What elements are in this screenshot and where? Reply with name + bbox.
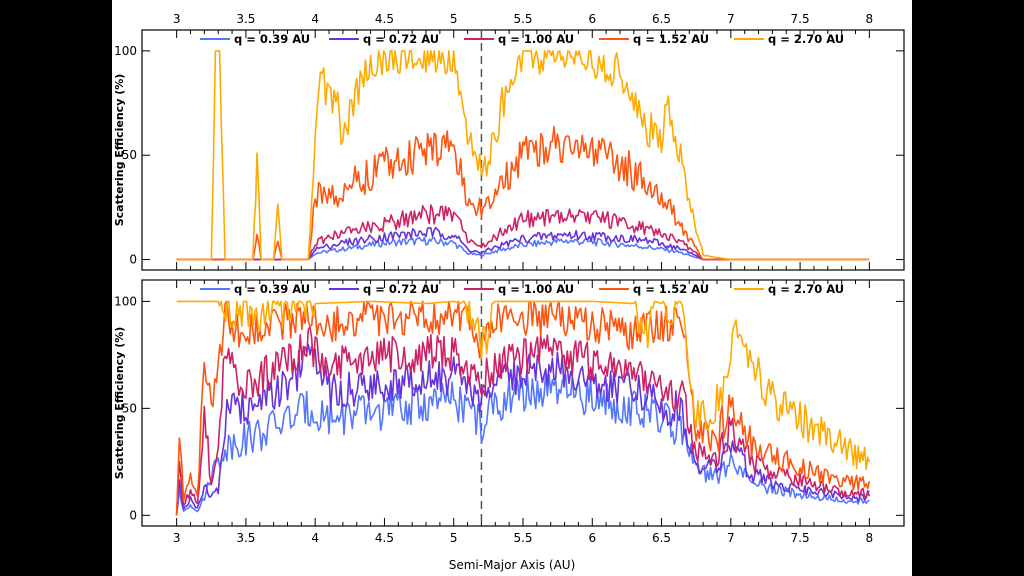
x-tick-label: 7 bbox=[727, 12, 735, 26]
x-tick-label: 4.5 bbox=[375, 12, 394, 26]
legend-entry: q = 0.72 AU bbox=[363, 282, 439, 296]
x-tick-label: 6.5 bbox=[652, 12, 671, 26]
y-tick-label: 50 bbox=[122, 148, 137, 162]
legend-entry: q = 1.52 AU bbox=[633, 282, 709, 296]
x-tick-label: 6.5 bbox=[652, 531, 671, 545]
legend-entry: q = 0.39 AU bbox=[234, 282, 310, 296]
x-tick-label: 6 bbox=[588, 531, 596, 545]
x-tick-label: 5 bbox=[450, 12, 458, 26]
x-tick-label: 5 bbox=[450, 531, 458, 545]
x-tick-label: 7 bbox=[727, 531, 735, 545]
x-tick-label: 3.5 bbox=[236, 12, 255, 26]
x-tick-label: 3 bbox=[173, 531, 181, 545]
bottom-panel: Scattering Efficiency (%) 0 50 100 3 3.5 4 4.5 5… bbox=[113, 279, 905, 545]
legend-entry: q = 0.39 AU bbox=[234, 32, 310, 46]
x-tick-label: 3.5 bbox=[236, 531, 255, 545]
legend-entry: q = 1.52 AU bbox=[633, 32, 709, 46]
y-tick-label: 0 bbox=[129, 508, 137, 522]
top-panel: Scattering Efficiency (%) 0 50 100 q = 0.39 … bbox=[113, 29, 905, 271]
x-tick-label: 4 bbox=[311, 12, 319, 26]
figure-canvas: 3 3.5 4 4.5 5 5.5 6 6.5 7 7.5 8 Scattering Efficie… bbox=[112, 0, 912, 576]
series-line bbox=[176, 300, 871, 471]
x-tick-label: 8 bbox=[866, 531, 874, 545]
plot-frame bbox=[141, 29, 905, 271]
legend-entry: q = 2.70 AU bbox=[768, 32, 844, 46]
y-tick-label: 100 bbox=[114, 44, 137, 58]
chart-svg: 3 3.5 4 4.5 5 5.5 6 6.5 7 7.5 8 Scattering Efficie… bbox=[113, 12, 905, 572]
x-tick-label: 3 bbox=[173, 12, 181, 26]
x-tick-label: 4.5 bbox=[375, 531, 394, 545]
series-line bbox=[176, 50, 870, 261]
x-tick-label: 4 bbox=[311, 531, 319, 545]
top-axis-tick-labels: 3 3.5 4 4.5 5 5.5 6 6.5 7 7.5 8 bbox=[173, 12, 873, 26]
x-axis-label: Semi-Major Axis (AU) bbox=[449, 558, 576, 572]
series-line bbox=[175, 300, 871, 516]
y-tick-label: 50 bbox=[122, 401, 137, 415]
x-tick-label: 7.5 bbox=[791, 12, 810, 26]
legend-entry: q = 1.00 AU bbox=[498, 282, 574, 296]
legend-entry: q = 1.00 AU bbox=[498, 32, 574, 46]
y-tick-label: 0 bbox=[129, 253, 137, 267]
y-axis-label: Scattering Efficiency (%) bbox=[113, 327, 126, 480]
y-axis-label: Scattering Efficiency (%) bbox=[113, 74, 126, 227]
legend-entry: q = 2.70 AU bbox=[768, 282, 844, 296]
x-tick-label: 6 bbox=[588, 12, 596, 26]
x-tick-label: 8 bbox=[866, 12, 874, 26]
y-tick-label: 100 bbox=[114, 294, 137, 308]
x-tick-label: 7.5 bbox=[791, 531, 810, 545]
legend-entry: q = 0.72 AU bbox=[363, 32, 439, 46]
x-tick-label: 5.5 bbox=[513, 12, 532, 26]
series-line bbox=[175, 326, 870, 516]
x-tick-label: 5.5 bbox=[513, 531, 532, 545]
series-line bbox=[175, 372, 870, 516]
